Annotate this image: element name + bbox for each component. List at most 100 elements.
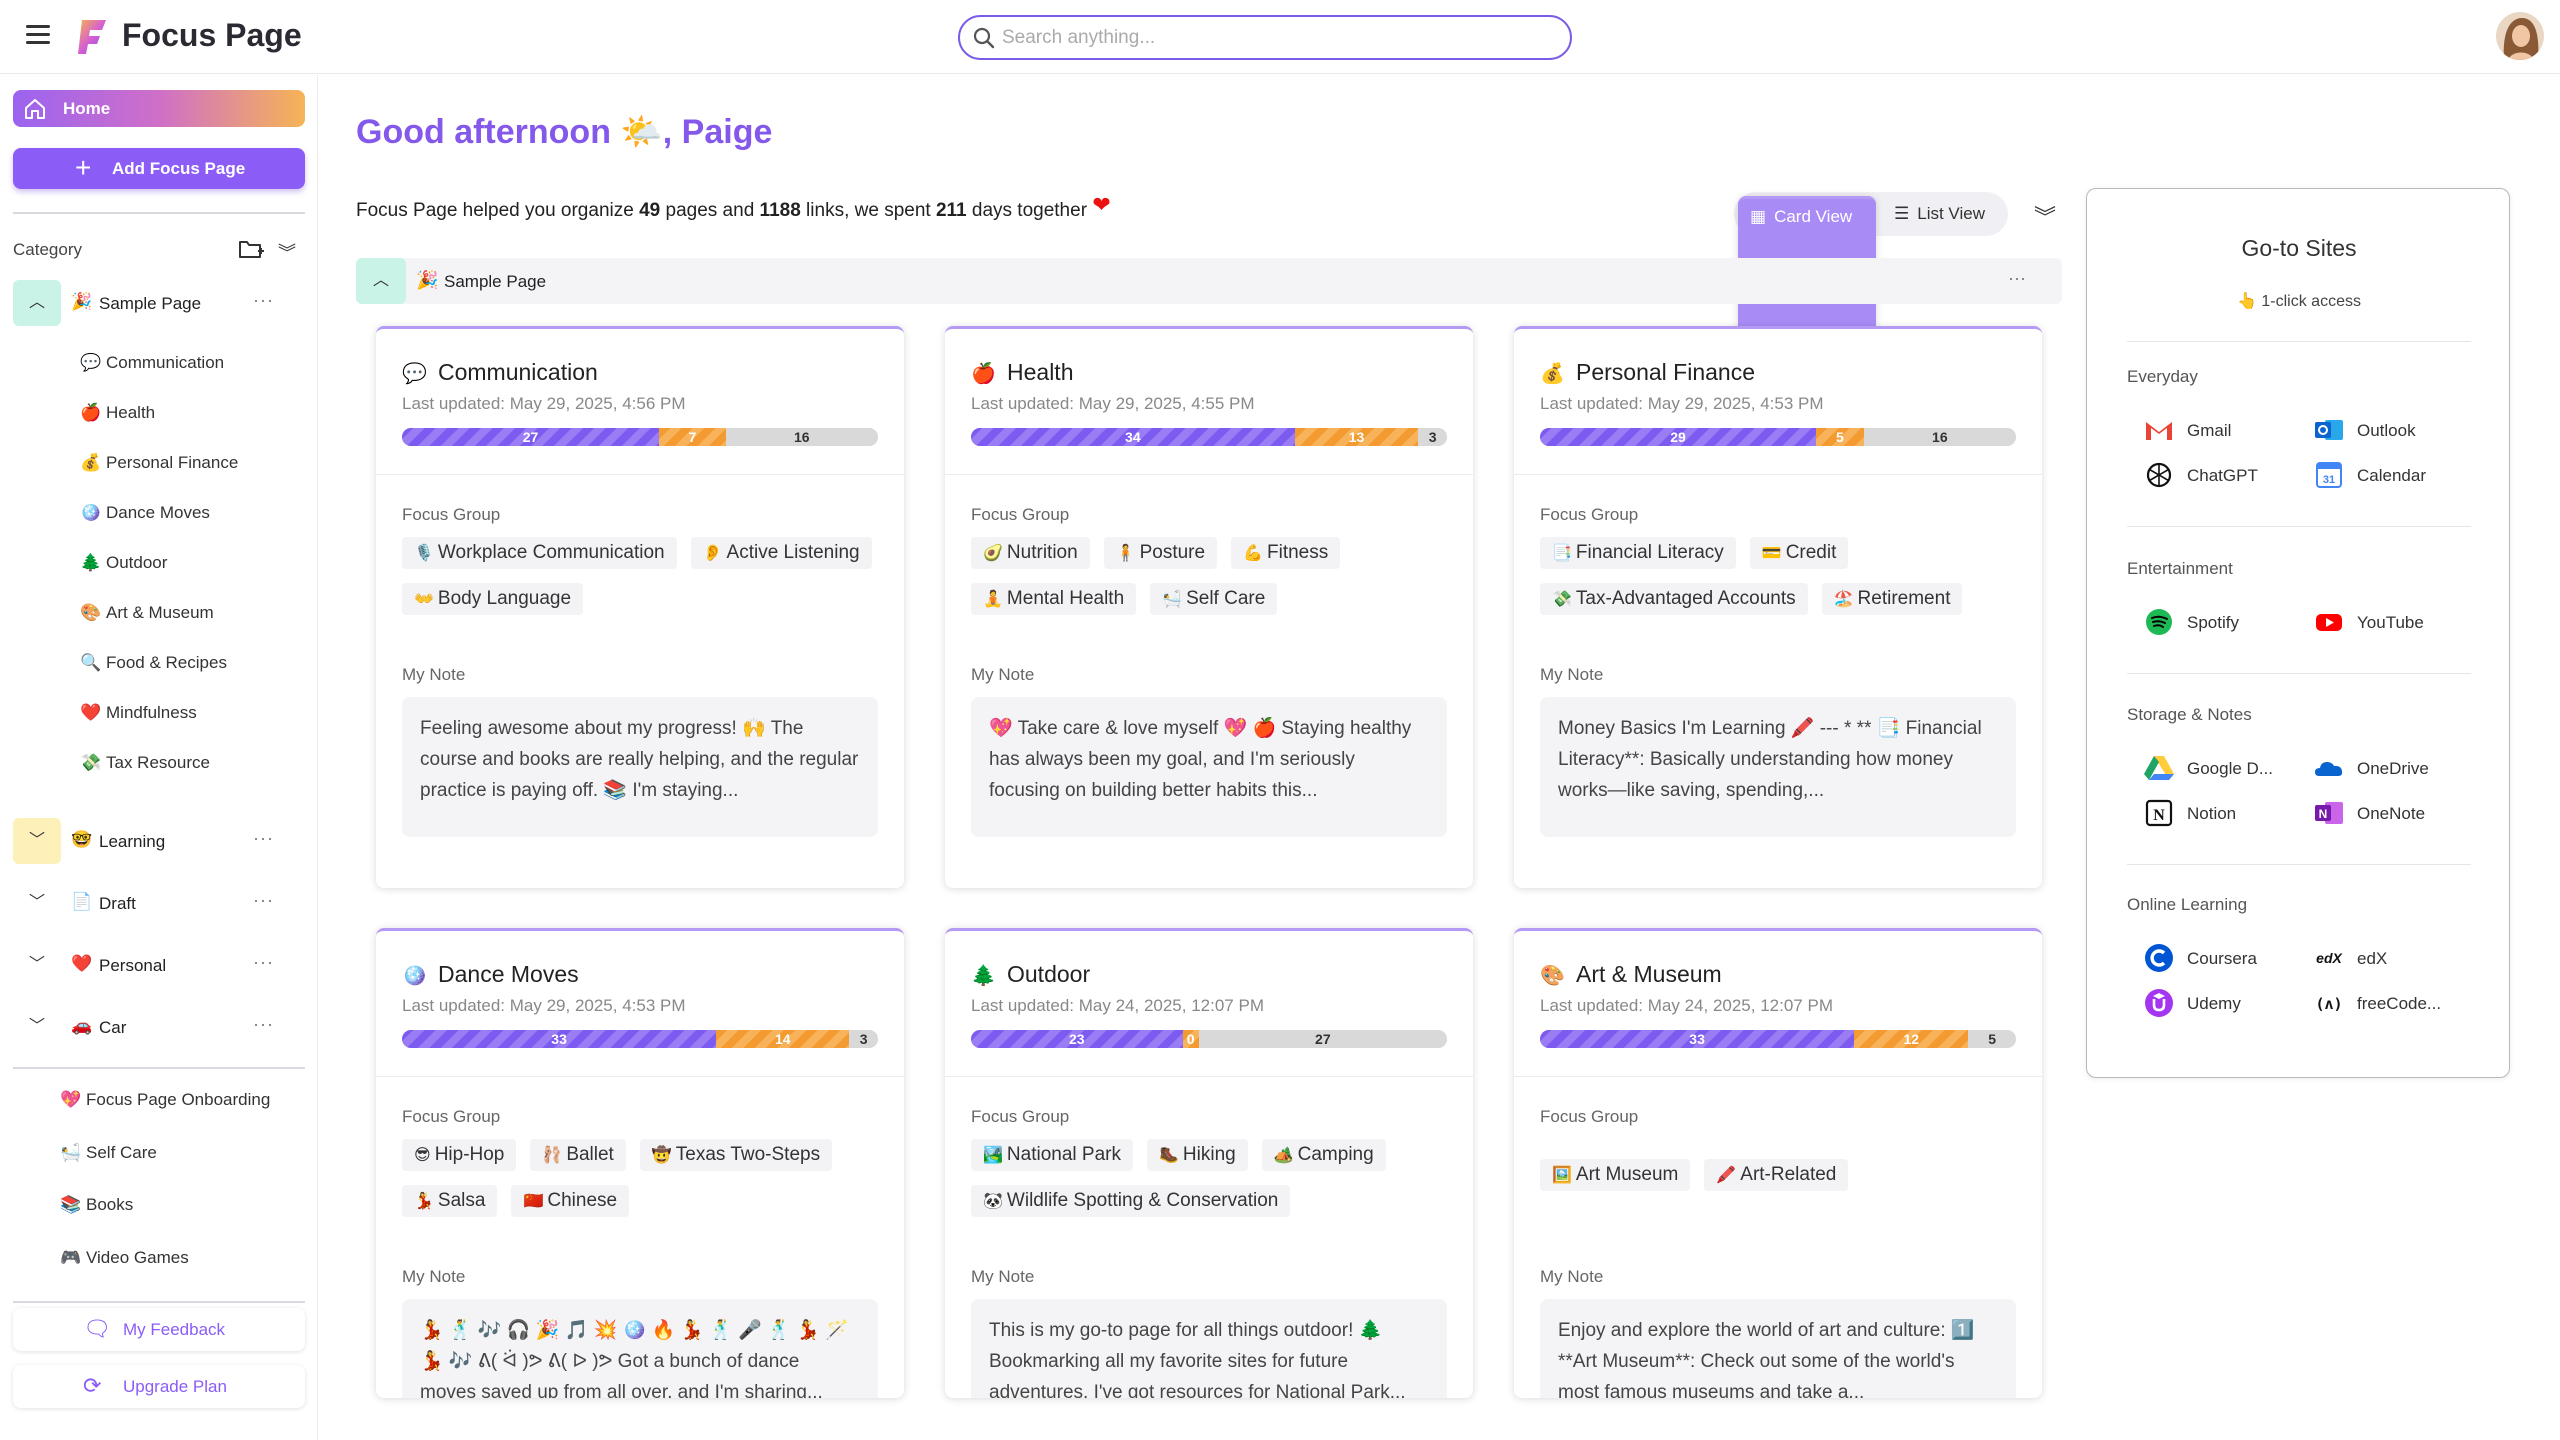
tag-list: 🏞️ National Park 🥾 Hiking 🏕️ Camping 🐼 Wildlife… <box>971 1139 1461 1231</box>
sidebar-item-food-recipes[interactable]: 🔍 Food & Recipes <box>80 653 227 681</box>
focus-group-tag[interactable]: 🏞️ National Park <box>971 1139 1133 1171</box>
focus-group-tag[interactable]: 🤠 Texas Two-Steps <box>639 1139 833 1171</box>
note-preview[interactable]: This is my go-to page for all things out… <box>971 1299 1447 1398</box>
item-emoji: 💰 <box>80 453 102 472</box>
view-toggle: ▦ Card View ☰ List View <box>1734 192 2008 758</box>
add-folder-icon[interactable] <box>238 237 264 261</box>
focus-group-tag[interactable]: 📑 Financial Literacy <box>1540 537 1736 569</box>
sidebar-item-mindfulness[interactable]: ❤️ Mindfulness <box>80 703 197 731</box>
more-options-icon[interactable]: ··· <box>253 290 274 310</box>
focus-page-logo[interactable] <box>72 16 108 56</box>
home-button[interactable]: Home <box>13 90 305 127</box>
sidebar-group-draft[interactable]: ﹀ 📄 Draft ··· <box>13 880 305 926</box>
card-title[interactable]: 🪩 Dance Moves <box>402 961 579 988</box>
focus-group-tag[interactable]: 🥾 Hiking <box>1146 1139 1248 1171</box>
focus-group-tag[interactable]: 🩰 Ballet <box>530 1139 626 1171</box>
list-view-button[interactable]: ☰ List View <box>1882 196 2004 232</box>
focus-card[interactable]: 🪩 Dance Moves Last updated: May 29, 2025, … <box>376 928 904 1398</box>
sidebar-group-car[interactable]: ﹀ 🚗 Car ··· <box>13 1004 305 1050</box>
sidebar-item-self-care[interactable]: 🛀 Self Care <box>60 1143 157 1163</box>
focus-card[interactable]: 🌲 Outdoor Last updated: May 24, 2025, 12:0… <box>945 928 1473 1398</box>
focus-group-tag[interactable]: 👂 Active Listening <box>690 537 872 569</box>
feedback-button[interactable]: 🗨 My Feedback <box>13 1308 305 1351</box>
focus-group-tag[interactable]: 🎙️ Workplace Communication <box>402 537 677 569</box>
note-preview[interactable]: Money Basics I'm Learning 🖍️ --- * ** 📑 … <box>1540 697 2016 837</box>
tag-list: 😎 Hip-Hop 🩰 Ballet 🤠 Texas Two-Steps 💃 Salsa 🇨🇳 C… <box>402 1139 892 1231</box>
sidebar-item-tax-resource[interactable]: 💸 Tax Resource <box>80 753 210 781</box>
tag-label: Financial Literacy <box>1575 542 1724 563</box>
page-section-header[interactable]: ︿ 🎉 Sample Page ··· <box>356 258 2062 304</box>
expand-all-icon[interactable]: ︾ <box>2034 205 2057 230</box>
focus-group-tag[interactable]: 🏕️ Camping <box>1261 1139 1386 1171</box>
search-bar[interactable] <box>958 15 1572 60</box>
focus-group-tag[interactable]: 👐 Body Language <box>402 583 584 615</box>
focus-group-tag[interactable]: 🥑 Nutrition <box>971 537 1090 569</box>
tag-list: 🎙️ Workplace Communication 👂 Active Listeni… <box>402 537 892 629</box>
search-input[interactable] <box>1002 25 1542 51</box>
tag-emoji: 🥾 <box>1158 1147 1179 1164</box>
sidebar-item-video-games[interactable]: 🎮 Video Games <box>60 1248 189 1268</box>
sidebar-item-onboarding[interactable]: 💖 Focus Page Onboarding <box>60 1090 270 1110</box>
card-title[interactable]: 🍎 Health <box>971 359 1073 386</box>
focus-card[interactable]: 💰 Personal Finance Last updated: May 29, 2… <box>1514 326 2042 888</box>
progress-segment-in-progress: 13 <box>1294 428 1419 446</box>
sidebar-group-learning[interactable]: ﹀ 🤓 Learning ··· <box>13 818 305 864</box>
sidebar-item-dance-moves[interactable]: 🪩 Dance Moves <box>80 503 210 531</box>
focus-card[interactable]: 💬 Communication Last updated: May 29, 2025… <box>376 326 904 888</box>
card-title[interactable]: 💬 Communication <box>402 359 598 386</box>
focus-group-tag[interactable]: 🧍 Posture <box>1103 537 1218 569</box>
avatar[interactable] <box>2496 12 2544 60</box>
focus-card[interactable]: 🍎 Health Last updated: May 29, 2025, 4:55 … <box>945 326 1473 888</box>
more-options-icon[interactable]: ··· <box>253 952 274 972</box>
sidebar-item-personal-finance[interactable]: 💰 Personal Finance <box>80 453 238 481</box>
more-options-icon[interactable]: ··· <box>253 890 274 910</box>
sidebar-group-sample-page[interactable]: ︿ 🎉 Sample Page ··· <box>13 280 305 326</box>
more-options-icon[interactable]: ··· <box>253 828 274 848</box>
upgrade-plan-button[interactable]: ⟳ Upgrade Plan <box>13 1365 305 1408</box>
menu-icon[interactable] <box>26 25 50 45</box>
chevron-down-icon[interactable]: ﹀ <box>28 956 45 973</box>
chevron-up-icon[interactable]: ︿ <box>13 280 61 326</box>
tag-label: Art-Related <box>1740 1164 1837 1185</box>
focus-group-tag[interactable]: 😎 Hip-Hop <box>402 1139 517 1171</box>
sidebar-group-personal[interactable]: ﹀ ❤️ Personal ··· <box>13 942 305 988</box>
chevron-up-icon[interactable]: ︿ <box>356 258 406 304</box>
sidebar-item-books[interactable]: 📚 Books <box>60 1195 133 1215</box>
focus-group-tag[interactable]: 💪 Fitness <box>1231 537 1341 569</box>
focus-group-tag[interactable]: 💸 Tax-Advantaged Accounts <box>1540 583 1808 615</box>
focus-group-tag[interactable]: 🇨🇳 Chinese <box>511 1185 630 1217</box>
tag-emoji: 🧍 <box>1115 545 1136 562</box>
chevron-down-icon[interactable]: ﹀ <box>28 894 45 911</box>
add-focus-page-button[interactable]: + Add Focus Page <box>13 148 305 189</box>
note-preview[interactable]: 💖 Take care & love myself 💖 🍎 Staying he… <box>971 697 1447 837</box>
note-preview[interactable]: Enjoy and explore the world of art and c… <box>1540 1299 2016 1398</box>
collapse-all-icon[interactable]: ︾ <box>278 243 296 263</box>
chevron-down-icon[interactable]: ﹀ <box>13 818 61 864</box>
focus-group-tag[interactable]: 🖍️ Art-Related <box>1704 1159 1849 1191</box>
item-emoji: 🎨 <box>80 603 102 622</box>
more-options-icon[interactable]: ··· <box>253 1014 274 1034</box>
note-preview[interactable]: 💃 🕺 🎶 🎧 🎉 🎵 💥 🪩 🔥 💃 🕺 🎤 🕺 💃 🪄 💃 🎶 ᕕ( ᐛ )… <box>402 1299 878 1398</box>
focus-group-tag[interactable]: 🛀 Self Care <box>1150 583 1278 615</box>
tag-emoji: 🖍️ <box>1716 1167 1737 1184</box>
chevron-down-icon[interactable]: ﹀ <box>28 1018 45 1035</box>
focus-group-tag[interactable]: 🖼️ Art Museum <box>1540 1159 1691 1191</box>
sidebar-item-communication[interactable]: 💬 Communication <box>80 353 224 381</box>
sidebar-item-art-museum[interactable]: 🎨 Art & Museum <box>80 603 214 631</box>
focus-group-tag[interactable]: 💃 Salsa <box>402 1185 498 1217</box>
focus-group-tag[interactable]: 🐼 Wildlife Spotting & Conservation <box>971 1185 1291 1217</box>
focus-card[interactable]: 🎨 Art & Museum Last updated: May 24, 2025,… <box>1514 928 2042 1398</box>
sidebar-item-health[interactable]: 🍎 Health <box>80 403 155 431</box>
card-title[interactable]: 💰 Personal Finance <box>1540 359 1755 386</box>
group-emoji: ❤️ <box>71 954 93 973</box>
tag-label: Credit <box>1785 542 1837 563</box>
focus-group-tag[interactable]: 🏖️ Retirement <box>1821 583 1963 615</box>
more-options-icon[interactable]: ··· <box>2008 268 2026 288</box>
card-title[interactable]: 🌲 Outdoor <box>971 961 1090 988</box>
sidebar-item-outdoor[interactable]: 🌲 Outdoor <box>80 553 167 581</box>
focus-group-tag[interactable]: 🧘 Mental Health <box>971 583 1137 615</box>
group-label: Sample Page <box>99 294 202 313</box>
card-title[interactable]: 🎨 Art & Museum <box>1540 961 1722 988</box>
note-preview[interactable]: Feeling awesome about my progress! 🙌 The… <box>402 697 878 837</box>
focus-group-tag[interactable]: 💳 Credit <box>1749 537 1849 569</box>
